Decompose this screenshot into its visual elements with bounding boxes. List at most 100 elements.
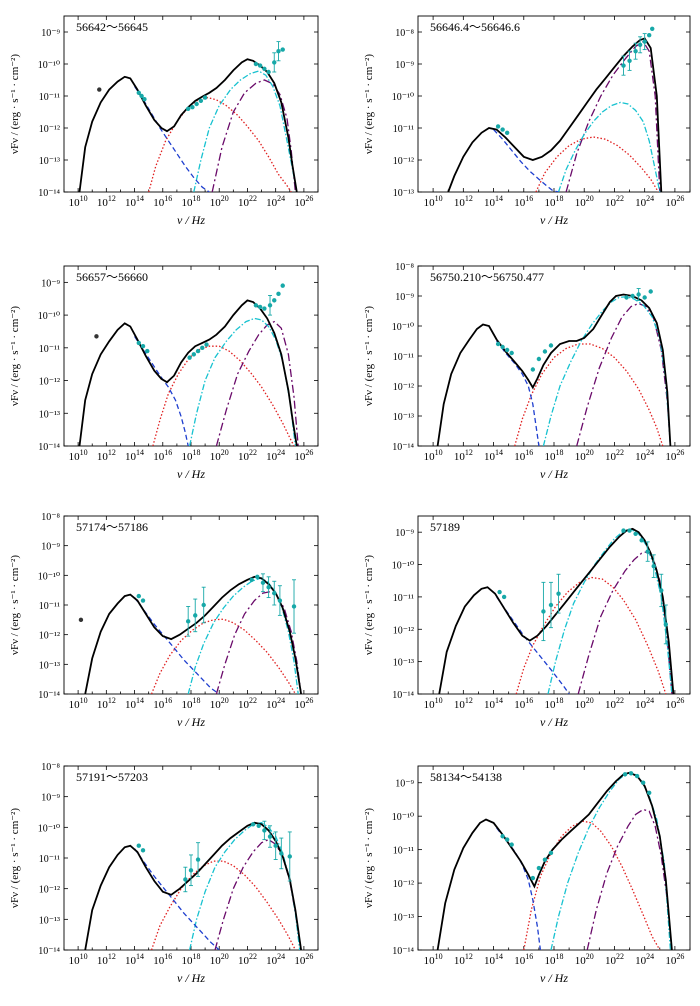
y-axis-label: νFν / (erg · s⁻¹ · cm⁻²) — [9, 555, 21, 655]
ssc-curve — [187, 577, 299, 694]
x-tick-label: 1016 — [153, 952, 172, 967]
y-tick-label: 10⁻¹² — [393, 382, 414, 393]
x-axis-label: ν / Hz — [540, 213, 568, 227]
curves — [84, 821, 302, 950]
data-point — [188, 868, 194, 873]
y-axis-label: νFν / (erg · s⁻¹ · cm⁻²) — [363, 54, 375, 154]
data-point — [140, 343, 146, 349]
x-tick-label: 1020 — [575, 194, 594, 209]
data-point — [198, 98, 204, 104]
y-tick-label: 10⁻⁹ — [41, 793, 60, 804]
data-point — [136, 843, 141, 848]
data-point — [145, 348, 150, 354]
data-point — [640, 780, 646, 785]
data-point — [136, 90, 141, 96]
y-tick-label: 10⁻¹³ — [393, 658, 414, 669]
y-tick-label: 10⁻¹⁴ — [38, 946, 60, 957]
sed-panel-4: 56750.210～56750.477 1010 1012 1014 1016 1018 1… — [363, 262, 691, 481]
x-tick-label: 1026 — [665, 194, 684, 209]
x-tick-label: 1024 — [635, 952, 654, 967]
x-tick-label: 1022 — [605, 448, 624, 463]
x-tick-label: 1024 — [635, 696, 654, 711]
data-point — [647, 33, 652, 38]
data-point — [257, 304, 263, 310]
data-point — [509, 842, 514, 847]
x-axis-label: ν / Hz — [177, 971, 205, 985]
y-axis-label: νFν / (erg · s⁻¹ · cm⁻²) — [9, 808, 21, 908]
x-tick-label: 1012 — [454, 194, 473, 209]
y-tick-label: 10⁻¹⁰ — [38, 823, 60, 834]
data-point — [500, 834, 505, 839]
data-point — [621, 63, 626, 68]
y-tick-label: 10⁻¹² — [39, 631, 60, 642]
x-tick-label: 1018 — [545, 194, 564, 209]
y-tick-label: 10⁻¹³ — [393, 913, 414, 924]
data-point — [260, 580, 266, 585]
x-tick-label: 1022 — [605, 194, 624, 209]
data-point — [530, 875, 536, 881]
synchrotron-curve — [134, 597, 220, 694]
x-tick-label: 1016 — [153, 448, 172, 463]
data-point — [204, 342, 209, 347]
data-point — [262, 66, 267, 72]
total-curve — [78, 299, 298, 446]
data-point — [280, 283, 285, 288]
data-point — [556, 591, 561, 596]
data-point — [194, 101, 199, 107]
y-tick-label: 10⁻⁸ — [41, 512, 60, 523]
sed-panel-3: 56657～56660 1010 1012 1014 1016 1018 1020 1022 1… — [9, 265, 319, 481]
data-points — [500, 771, 652, 881]
synchrotron-curve — [496, 340, 540, 446]
synchrotron-curve — [493, 129, 559, 192]
x-tick-label: 1010 — [69, 952, 88, 967]
data-point — [637, 42, 643, 47]
data-point — [501, 594, 507, 600]
x-tick-label: 1026 — [665, 448, 684, 463]
x-tick-label: 1022 — [238, 448, 257, 463]
data-points — [78, 573, 297, 637]
data-point — [636, 292, 641, 297]
external_compton_2-curve — [565, 40, 661, 192]
curves — [436, 771, 673, 950]
x-tick-label: 1026 — [665, 952, 684, 967]
x-tick-label: 1010 — [424, 194, 443, 209]
x-tick-label: 1010 — [69, 696, 88, 711]
total-curve — [436, 771, 673, 950]
data-point — [639, 538, 644, 543]
external_compton-curve — [148, 96, 292, 192]
y-tick-label: 10⁻¹² — [39, 124, 60, 135]
external_compton-curve — [523, 820, 661, 950]
data-point — [634, 773, 640, 779]
external_compton_2-curve — [215, 591, 302, 694]
data-point — [504, 130, 510, 135]
data-point — [627, 58, 632, 63]
y-tick-label: 10⁻¹¹ — [39, 344, 60, 355]
x-tick-label: 1010 — [69, 448, 88, 463]
ssc-curve — [557, 101, 661, 192]
y-tick-label: 10⁻¹³ — [39, 156, 60, 167]
y-tick-label: 10⁻¹¹ — [39, 854, 60, 865]
y-axis-label: νFν / (erg · s⁻¹ · cm⁻²) — [363, 306, 375, 406]
ssc-curve — [550, 772, 672, 950]
external_compton-curve — [150, 860, 296, 950]
data-point — [253, 303, 259, 308]
data-point — [542, 349, 548, 354]
x-axis-label: ν / Hz — [177, 715, 205, 729]
x-axis-label: ν / Hz — [540, 715, 568, 729]
x-tick-label: 1026 — [294, 952, 313, 967]
y-tick-label: 10⁻¹⁰ — [392, 92, 414, 103]
data-point — [497, 589, 502, 595]
curves — [447, 37, 663, 192]
y-tick-label: 10⁻¹³ — [393, 188, 414, 199]
data-point — [536, 865, 542, 871]
sed-panel-8: 58134～54138 1010 1012 1014 1016 1018 1020 1022 1… — [363, 765, 691, 985]
data-point — [548, 343, 554, 348]
x-tick-label: 1022 — [238, 952, 257, 967]
x-tick-label: 1026 — [294, 696, 313, 711]
data-point — [250, 822, 256, 827]
y-tick-label: 10⁻¹⁴ — [38, 690, 60, 701]
x-tick-label: 1020 — [575, 448, 594, 463]
x-tick-label: 1022 — [238, 194, 257, 209]
y-tick-label: 10⁻⁸ — [395, 262, 414, 273]
data-point — [140, 598, 146, 603]
